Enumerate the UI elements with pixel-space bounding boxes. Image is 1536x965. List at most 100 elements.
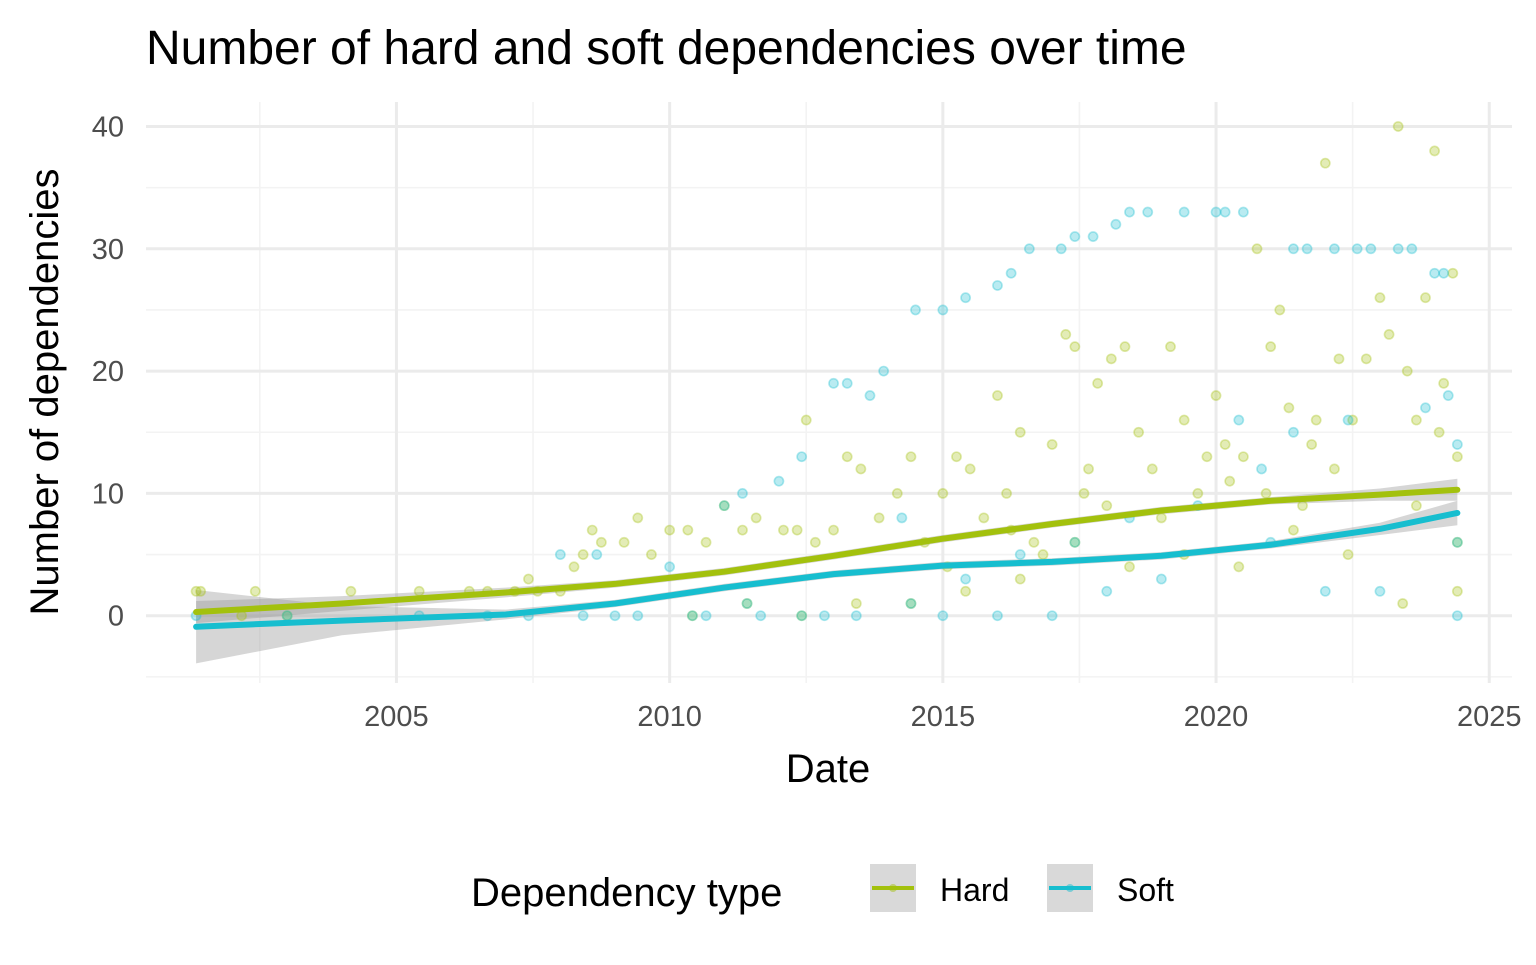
data-point-hard <box>718 500 730 512</box>
data-point-hard <box>1310 414 1322 426</box>
data-point-hard <box>937 488 949 499</box>
data-point-soft <box>1233 414 1245 426</box>
data-point-hard <box>855 463 867 475</box>
data-point-hard <box>1306 439 1318 450</box>
data-point-soft <box>737 488 748 499</box>
data-point-hard <box>1165 341 1176 353</box>
data-point-hard <box>1283 402 1295 414</box>
y-tick-label: 30 <box>92 234 124 266</box>
data-point-soft <box>1256 463 1267 475</box>
data-point-hard <box>1210 390 1222 401</box>
data-point-hard <box>850 598 862 609</box>
data-point-soft <box>1442 390 1454 401</box>
data-point-hard <box>1265 341 1277 353</box>
data-point-hard <box>1347 414 1359 426</box>
data-point-soft <box>992 610 1003 622</box>
data-point-soft <box>718 500 730 512</box>
data-point-hard <box>682 524 694 536</box>
data-point-soft <box>1451 536 1463 548</box>
data-point-hard <box>1101 500 1113 512</box>
data-point-hard <box>791 524 803 536</box>
data-point-hard <box>891 488 903 499</box>
data-point-hard <box>992 390 1003 401</box>
data-point-hard <box>1297 500 1308 512</box>
data-point-hard <box>1397 598 1409 609</box>
data-point-soft <box>796 610 808 622</box>
trend-lines <box>193 486 1461 630</box>
data-point-hard <box>1192 488 1204 499</box>
data-point-hard <box>905 598 917 609</box>
y-axis-title: Number of dependencies <box>23 169 67 616</box>
data-point-hard <box>1433 426 1445 438</box>
data-point-hard <box>1274 304 1286 316</box>
data-point-hard <box>1146 463 1158 475</box>
x-tick-label: 2015 <box>911 701 976 733</box>
data-point-soft <box>960 573 971 585</box>
data-point-hard <box>577 549 589 560</box>
data-point-hard <box>1014 573 1026 585</box>
data-point-soft <box>841 377 853 389</box>
data-point-hard <box>737 524 748 536</box>
data-point-soft <box>664 561 676 573</box>
data-point-hard <box>960 585 971 597</box>
data-point-hard <box>1447 267 1459 279</box>
data-point-hard <box>1060 328 1072 340</box>
data-point-hard <box>1124 561 1135 573</box>
data-point-soft <box>1451 610 1463 622</box>
data-point-soft <box>741 598 753 609</box>
data-point-hard <box>687 610 698 622</box>
data-point-hard <box>1401 365 1413 377</box>
data-point-hard <box>1319 157 1331 169</box>
data-point-soft <box>1429 267 1440 279</box>
data-point-hard <box>1155 512 1167 524</box>
data-point-hard <box>1069 536 1081 548</box>
data-point-hard <box>586 524 598 536</box>
data-point-soft <box>773 475 785 487</box>
data-point-hard <box>873 512 885 524</box>
data-point-soft <box>1005 267 1017 279</box>
data-point-hard <box>1037 549 1049 560</box>
data-point-soft <box>1288 426 1299 438</box>
data-point-soft <box>896 512 908 524</box>
data-point-soft <box>755 610 767 622</box>
data-point-hard <box>1451 585 1463 597</box>
legend-title: Dependency type <box>471 871 782 915</box>
data-point-hard <box>1092 377 1104 389</box>
data-point-soft <box>1069 231 1081 242</box>
data-point-hard <box>1014 426 1026 438</box>
data-point-soft <box>1142 206 1154 218</box>
data-point-hard <box>632 512 644 524</box>
data-point-hard <box>249 585 261 597</box>
data-point-hard <box>1001 488 1012 499</box>
data-point-soft <box>1069 536 1081 548</box>
data-point-soft <box>1329 243 1340 255</box>
data-point-soft <box>910 304 921 316</box>
data-point-soft <box>1101 585 1113 597</box>
data-point-hard <box>1360 353 1372 365</box>
data-point-soft <box>1055 243 1067 255</box>
chart-title: Number of hard and soft dependencies ove… <box>146 22 1187 75</box>
data-point-soft <box>878 365 890 377</box>
data-point-soft <box>1406 243 1418 255</box>
data-point-soft <box>905 598 917 609</box>
y-tick-label: 40 <box>92 111 124 143</box>
legend-label-hard: Hard <box>940 872 1009 908</box>
data-point-hard <box>778 524 789 536</box>
y-axis-ticks: 0 10 20 30 40 <box>92 111 124 632</box>
legend-item-soft: Soft <box>1047 864 1174 912</box>
data-point-hard <box>1260 488 1272 499</box>
data-point-soft <box>828 377 839 389</box>
data-point-soft <box>1420 402 1431 414</box>
data-point-hard <box>1251 243 1263 255</box>
data-point-soft <box>1155 573 1167 585</box>
data-point-soft <box>1365 243 1377 255</box>
data-point-soft <box>1438 267 1450 279</box>
data-point-hard <box>568 561 580 573</box>
data-point-hard <box>1374 292 1386 304</box>
data-point-hard <box>841 451 853 463</box>
data-point-hard <box>1429 145 1440 157</box>
data-point-soft <box>796 451 808 463</box>
data-point-soft <box>1351 243 1363 255</box>
